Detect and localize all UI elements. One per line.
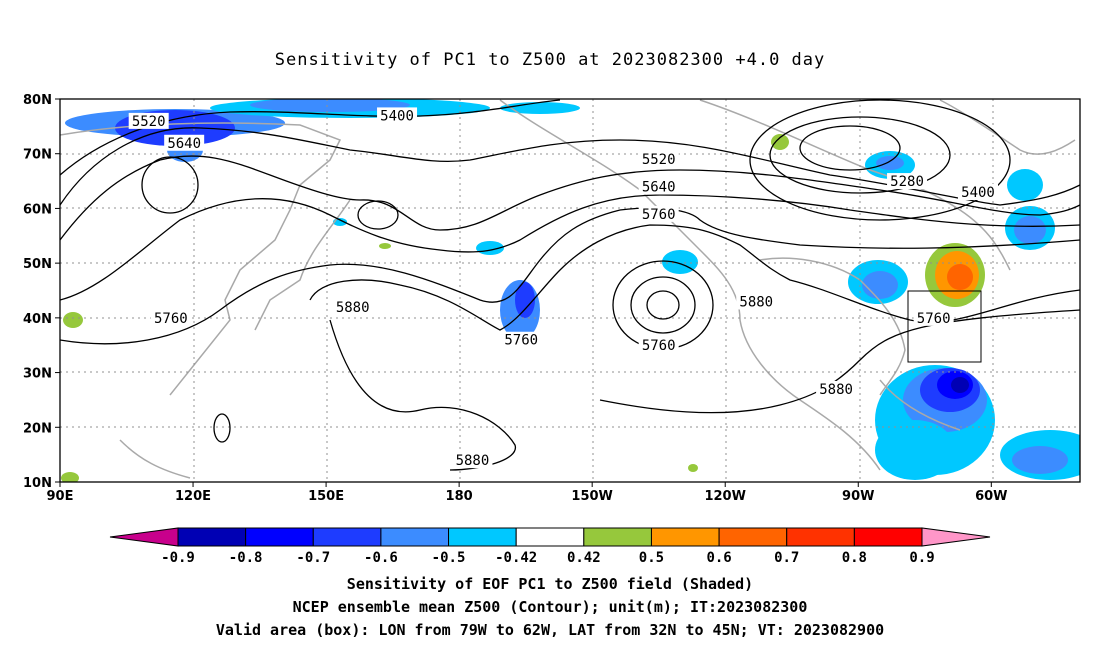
contour-label-bg	[377, 107, 418, 124]
colorbar-label: 0.42	[567, 550, 601, 566]
colorbar-label: -0.42	[495, 550, 537, 566]
colorbar-label: -0.7	[296, 550, 330, 566]
contour-label: 5640	[167, 136, 201, 152]
contour-label: 5520	[132, 114, 166, 130]
contour-label: 5400	[961, 185, 995, 201]
lon-label: 150E	[308, 489, 344, 504]
colorbar-label: 0.5	[639, 550, 664, 566]
lon-label: 60W	[975, 489, 1007, 504]
lon-label: 90W	[842, 489, 874, 504]
lon-label: 180	[446, 489, 473, 504]
contour-label-bg	[332, 298, 373, 315]
lat-label: 10N	[23, 476, 52, 491]
colorbar-box	[583, 527, 652, 547]
contour-label: 5880	[456, 453, 490, 469]
colorbar-box	[853, 527, 923, 547]
caption-line-2: NCEP ensemble mean Z500 (Contour); unit(…	[292, 598, 808, 616]
colorbar-label: 0.8	[842, 550, 867, 566]
map-title: Sensitivity of PC1 to Z500 at 2023082300…	[274, 50, 826, 70]
map-frame	[59, 98, 1081, 483]
contour-label: 5640	[642, 180, 676, 196]
lon-label: 120W	[704, 489, 745, 504]
contour-label-bg	[736, 293, 777, 310]
caption-line-3: Valid area (box): LON from 79W to 62W, L…	[215, 621, 885, 639]
contour-label-bg	[638, 178, 679, 195]
colorbar-label: 0.6	[706, 550, 731, 566]
colorbar-box	[515, 527, 585, 547]
contour-labels: 5520564054005520564057605280540058805880…	[128, 107, 998, 469]
contour-label-bg	[816, 380, 857, 397]
colorbar-box	[177, 527, 247, 547]
colorbar-low-extend	[109, 527, 179, 547]
contour-label-bg	[887, 173, 928, 190]
contour-label: 5880	[739, 294, 773, 310]
contour-label-bg	[164, 134, 205, 151]
lon-label: 120E	[175, 489, 211, 504]
contour-label-bg	[958, 184, 998, 201]
colorbar-box	[448, 527, 517, 547]
contour-label-bg	[638, 205, 679, 222]
lat-label: 80N	[23, 93, 52, 108]
contour-label: 5520	[642, 152, 676, 168]
contour-label-bg	[150, 309, 191, 326]
contour-label: 5760	[642, 338, 676, 354]
colorbar-label: -0.8	[229, 550, 263, 566]
contour-label: 5760	[154, 311, 188, 327]
lon-label: 150W	[571, 489, 612, 504]
contour-label: 5400	[380, 108, 414, 124]
contour-label: 5280	[890, 174, 924, 190]
lat-label: 40N	[23, 312, 52, 327]
colorbar-box	[380, 527, 450, 547]
lat-label: 70N	[23, 148, 52, 163]
caption-line-1: Sensitivity of EOF PC1 to Z500 field (Sh…	[346, 575, 754, 593]
colorbar-label: -0.6	[364, 550, 398, 566]
contour-label-bg	[913, 309, 954, 326]
colorbar-label: 0.7	[774, 550, 799, 566]
contour-label-bg	[452, 452, 493, 469]
colorbar-label: -0.5	[432, 550, 466, 566]
valid-area-box	[907, 290, 982, 363]
contour-label: 5880	[819, 382, 853, 398]
contour-label-bg	[501, 331, 542, 348]
contour-label: 5760	[504, 333, 538, 349]
z500-contours	[60, 99, 1080, 471]
colorbar-box	[245, 527, 314, 547]
colorbar-high-extend	[921, 527, 991, 547]
colorbar-label: 0.9	[909, 550, 934, 566]
colorbar-box	[312, 527, 382, 547]
lat-label: 60N	[23, 202, 52, 217]
contour-label: 5880	[336, 300, 370, 316]
colorbar-box	[786, 527, 855, 547]
lon-label: 90E	[47, 489, 74, 504]
colorbar-label: -0.9	[161, 550, 195, 566]
contour-label: 5760	[642, 207, 676, 223]
contour-label-bg	[638, 337, 679, 354]
contour-label: 5760	[917, 311, 951, 327]
longitude-axis: 90E 120E 150E 180 150W 120W 90W 60W	[47, 482, 1008, 504]
colorbar: -0.9 -0.8 -0.7 -0.6 -0.5 -0.42 0.42 0.5 0.6 0.7 0.…	[109, 527, 991, 566]
colorbar-box	[650, 527, 720, 547]
lat-label: 50N	[23, 257, 52, 272]
lat-label: 30N	[23, 367, 52, 382]
latitude-axis: 80N 70N 60N 50N 40N 30N 20N 10N	[23, 93, 60, 491]
lat-label: 20N	[23, 421, 52, 436]
contour-label-bg	[638, 151, 679, 168]
contour-label-bg	[128, 112, 169, 129]
colorbar-box	[718, 527, 788, 547]
